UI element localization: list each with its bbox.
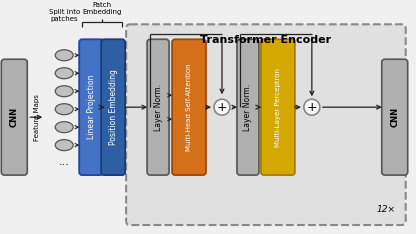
Text: Feature Maps: Feature Maps <box>34 94 40 141</box>
FancyBboxPatch shape <box>126 24 406 225</box>
FancyBboxPatch shape <box>101 39 125 175</box>
Text: CNN: CNN <box>390 107 399 127</box>
FancyBboxPatch shape <box>261 39 295 175</box>
Circle shape <box>304 99 320 115</box>
FancyBboxPatch shape <box>172 39 206 175</box>
FancyBboxPatch shape <box>237 39 259 175</box>
Ellipse shape <box>55 86 73 97</box>
Text: Layer Norm.: Layer Norm. <box>243 84 253 131</box>
Ellipse shape <box>55 104 73 115</box>
Ellipse shape <box>55 140 73 151</box>
Text: Position Embedding: Position Embedding <box>109 69 118 145</box>
Text: +: + <box>307 101 317 114</box>
Text: 12×: 12× <box>376 205 395 214</box>
Ellipse shape <box>55 68 73 79</box>
FancyBboxPatch shape <box>79 39 103 175</box>
Circle shape <box>214 99 230 115</box>
FancyBboxPatch shape <box>147 39 169 175</box>
Text: Layer Norm.: Layer Norm. <box>154 84 163 131</box>
Text: Split into
patches: Split into patches <box>49 9 80 22</box>
Ellipse shape <box>55 50 73 61</box>
Text: Transformer Encoder: Transformer Encoder <box>201 35 332 45</box>
Ellipse shape <box>55 122 73 133</box>
Text: CNN: CNN <box>10 107 19 127</box>
FancyBboxPatch shape <box>382 59 408 175</box>
Text: +: + <box>217 101 227 114</box>
FancyBboxPatch shape <box>1 59 27 175</box>
Text: Multi-Head Self-Attention: Multi-Head Self-Attention <box>186 63 192 151</box>
Text: Linear Projection: Linear Projection <box>87 75 96 139</box>
Text: Multi-Layer Perceptron: Multi-Layer Perceptron <box>275 68 281 147</box>
Text: ...: ... <box>59 157 69 167</box>
Text: Patch
Embedding: Patch Embedding <box>82 2 122 15</box>
